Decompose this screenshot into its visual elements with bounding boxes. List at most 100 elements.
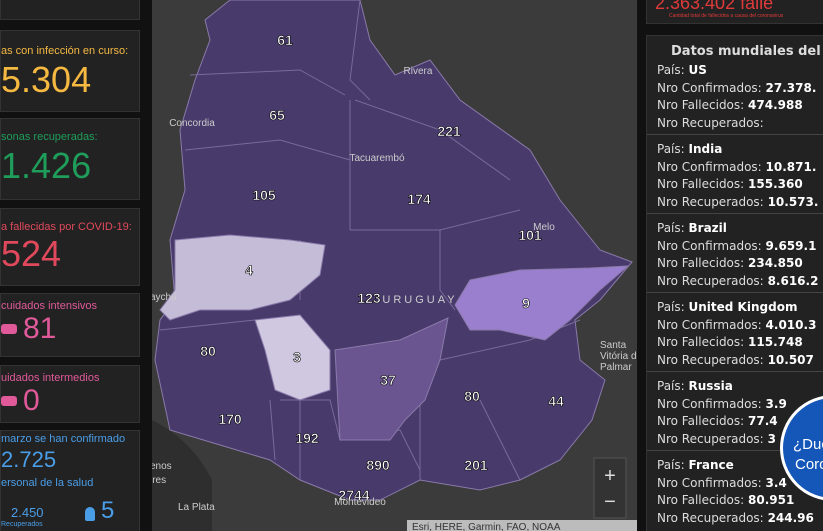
field-label: Nro Recuperados: [657,115,764,130]
department-value: 123 [357,290,381,306]
zoom-out: − [604,491,616,513]
stat-icon [1,396,17,406]
zoom-in: + [604,465,616,487]
field-label: Nro Recuperados: [657,194,764,209]
place-name: Rivera [404,66,433,77]
field-label: Nro Fallecidos: [657,98,745,112]
field-value: 3 [767,431,776,446]
stat-card: cuidados intensivos 81 [0,293,140,357]
department-value: 37 [380,372,396,388]
stat-label: as con infección en curso: [1,45,129,57]
separator [647,450,823,451]
department-value: 101 [518,227,542,243]
country-row: Nro Recuperados: 244.96 [657,511,814,525]
department-border [479,399,521,481]
field-value: 10.871. [765,159,817,174]
place-name: URUGUAY [382,294,457,306]
card [0,0,140,20]
country-row: Nro Recuperados: 3 [657,432,776,446]
country-row: País: Brazil [657,221,727,235]
field-value: 77.4 [748,414,778,428]
field-label: País: [657,458,685,472]
place-name: Vitória do [600,351,637,362]
field-label: Nro Fallecidos: [657,335,745,349]
field-label: Nro Confirmados: [657,396,762,411]
country-row: País: United Kingdom [657,300,797,314]
country-row: Nro Fallecidos: 77.4 [657,414,778,428]
field-label: Nro Recuperados: [657,352,764,367]
stat-label: marzo se han confirmado [1,433,126,445]
total-deaths: 2.363.402 falle [655,0,774,13]
field-value: 10.573. [767,194,819,209]
stat-card: uidados intermedios 0 [0,365,140,423]
country-row: Nro Recuperados: 10.507 [657,353,814,367]
stat-icon [1,324,17,334]
department-border [439,230,456,311]
field-label: Nro Confirmados: [657,159,762,174]
country-row: Nro Fallecidos: 474.988 [657,98,803,112]
field-label: País: [657,379,685,393]
country-row: Nro Confirmados: 9.659.1 [657,239,816,253]
field-label: Nro Recuperados: [657,273,764,288]
field-value: 115.748 [748,335,803,349]
field-value: 244.96 [767,510,814,525]
field-label: Nro Confirmados: [657,80,762,95]
field-value: 4.010.3 [765,317,817,332]
field-label: Nro Confirmados: [657,238,762,253]
field-value: 10.507 [767,352,814,367]
department [334,317,449,441]
place-name: Melo [533,222,555,233]
department-value: 80 [464,388,480,404]
field-label: Nro Fallecidos: [657,414,745,428]
field-label: Nro Confirmados: [657,317,762,332]
department-border [349,0,371,101]
field-value: US [688,63,707,77]
world-title: Datos mundiales del CO [671,44,823,59]
country-row: Nro Fallecidos: 155.360 [657,177,803,191]
country-row: País: India [657,142,722,156]
place-name: ires [152,475,166,486]
department-border [439,319,581,361]
field-value: Brazil [688,221,727,235]
field-label: País: [657,142,685,156]
country-row: Nro Fallecidos: 80.951 [657,493,794,507]
field-value: 234.850 [748,256,803,270]
field-label: País: [657,300,685,314]
stat-sub-caption: Recuperados [1,521,43,528]
field-label: Nro Confirmados: [657,475,762,490]
help-line1: ¿Duc [793,436,823,453]
country-row: Nro Confirmados: 3.4 [657,476,787,490]
map[interactable]: 61 65 221 105 174 101 4 123 9 80 3 37 80 44 170 192 890 2… [152,0,637,531]
department-value: 80 [200,343,216,359]
field-label: Nro Recuperados: [657,510,764,525]
stat-card: sonas recuperadas: 1.426 [0,118,140,200]
country-row: Nro Fallecidos: 115.748 [657,335,803,349]
stat-card: a fallecidas por COVID-19: 524 [0,208,140,286]
stat-label: uidados intermedios [1,372,100,384]
stat-value: 0 [23,384,40,417]
country-row: Nro Fallecidos: 234.850 [657,256,803,270]
zoom-box [593,457,627,519]
stat-sub-value: 2.450 [11,505,44,520]
field-label: País: [657,221,685,235]
department-value: 2744 [338,487,369,503]
department-border [280,399,341,441]
field-label: Nro Fallecidos: [657,256,745,270]
country-row: Nro Recuperados: [657,116,764,130]
department-border [269,399,276,461]
place-name: La Plata [178,502,215,513]
top-banner: 2.363.402 falle Cantidad total de fallec… [646,0,823,24]
place-name: aychú [152,292,177,303]
field-value: 80.951 [748,493,795,507]
stat-label: a fallecidas por COVID-19: [1,221,132,233]
place-name: Montevideo [334,497,386,508]
stat-label: cuidados intensivos [1,300,98,312]
country-row: País: Russia [657,379,733,393]
country-row: Nro Confirmados: 27.378. [657,81,816,95]
department-value: 201 [464,457,488,473]
department-value: 890 [366,457,390,473]
stat-value: 1.426 [1,145,92,186]
place-name: enos [152,461,172,472]
help-line2: Coro [795,456,823,473]
